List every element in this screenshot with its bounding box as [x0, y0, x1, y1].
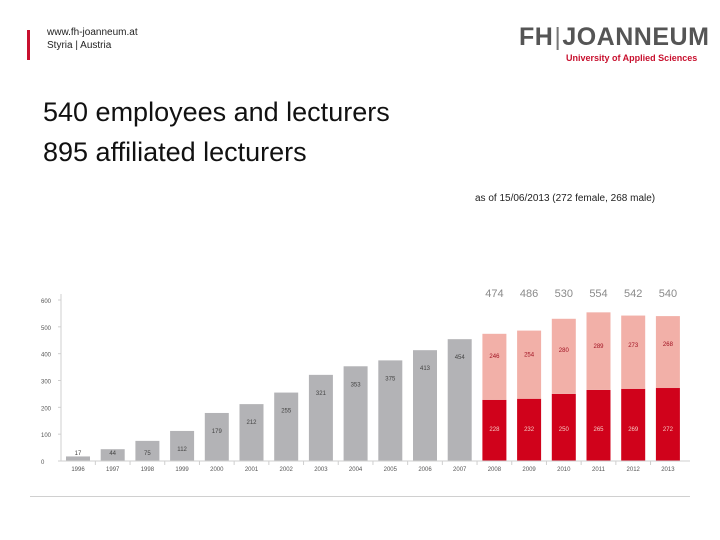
- bar-total: [204, 412, 229, 461]
- bar-total: [378, 360, 403, 461]
- bar-male: [517, 330, 542, 399]
- bar-female-label: 228: [489, 427, 500, 433]
- y-tick-label: 100: [41, 433, 52, 439]
- x-tick-label: 2007: [453, 467, 467, 473]
- bar-female-label: 269: [628, 427, 639, 433]
- bar-female: [586, 389, 611, 461]
- accent-bar: [27, 30, 30, 60]
- x-tick-label: 2003: [314, 467, 328, 473]
- y-tick-label: 500: [41, 326, 52, 332]
- bar-total: [413, 350, 437, 461]
- y-tick-label: 400: [41, 353, 52, 359]
- x-tick-label: 2009: [522, 467, 536, 473]
- x-tick-label: 2008: [488, 467, 502, 473]
- bar-total-label: 474: [485, 288, 503, 300]
- bar-total: [274, 392, 299, 461]
- bar-total-label: 542: [624, 288, 642, 300]
- bar-male: [551, 318, 576, 394]
- logo-tagline: University of Applied Sciences: [566, 53, 698, 63]
- x-tick-label: 2000: [210, 467, 224, 473]
- bar-female: [482, 399, 507, 461]
- x-tick-label: 2001: [245, 467, 259, 473]
- bar-value-label: 44: [109, 451, 116, 457]
- bar-total: [170, 430, 195, 461]
- y-tick-label: 300: [41, 380, 52, 386]
- x-tick-label: 2005: [384, 467, 398, 473]
- bar-total-label: 486: [520, 288, 538, 300]
- bar-female-label: 250: [559, 427, 570, 433]
- x-tick-label: 1998: [141, 467, 155, 473]
- bar-female: [551, 393, 576, 461]
- x-tick-label: 2013: [661, 467, 675, 473]
- x-tick-label: 2004: [349, 467, 363, 473]
- bar-male: [482, 333, 507, 400]
- bar-value-label: 353: [351, 382, 362, 388]
- x-tick-label: 1996: [71, 467, 85, 473]
- bar-value-label: 375: [385, 376, 396, 382]
- y-tick-label: 200: [41, 406, 52, 412]
- bar-total: [100, 449, 125, 461]
- bar-total-label: 554: [589, 288, 607, 300]
- website-url[interactable]: www.fh-joanneum.at: [47, 27, 138, 38]
- bar-male: [621, 315, 646, 389]
- bar-value-label: 255: [281, 409, 292, 415]
- bar-female-label: 265: [593, 427, 604, 433]
- bar-male: [655, 316, 680, 389]
- bar-female: [517, 398, 542, 461]
- x-tick-label: 2006: [418, 467, 432, 473]
- bar-total: [447, 339, 472, 461]
- bar-total: [66, 456, 90, 461]
- bar-male-label: 289: [593, 344, 604, 350]
- date-note: as of 15/06/2013 (272 female, 268 male): [475, 193, 656, 204]
- bar-male: [586, 312, 611, 390]
- bar-value-label: 212: [246, 420, 257, 426]
- y-tick-label: 600: [41, 299, 52, 305]
- x-tick-label: 1997: [106, 467, 120, 473]
- x-tick-label: 2002: [280, 467, 294, 473]
- bar-total-label: 540: [659, 288, 677, 300]
- bar-female-label: 232: [524, 427, 535, 433]
- bar-total: [239, 404, 264, 461]
- x-tick-label: 2012: [627, 467, 641, 473]
- bar-value-label: 112: [177, 447, 187, 453]
- headline-line-1: 540 employees and lecturers: [43, 97, 390, 127]
- bar-total: [308, 374, 333, 461]
- y-tick-label: 0: [41, 460, 45, 466]
- fh-joanneum-logo: FH|JOANNEUM University of Applied Scienc…: [519, 22, 709, 68]
- bar-value-label: 75: [144, 451, 151, 457]
- bar-value-label: 321: [316, 391, 327, 397]
- bar-male-label: 280: [559, 348, 570, 354]
- bar-female: [621, 388, 646, 461]
- bar-value-label: 413: [420, 366, 431, 372]
- x-tick-label: 2010: [557, 467, 571, 473]
- bar-total: [135, 440, 160, 461]
- logo-left: FH: [519, 23, 554, 51]
- location-text: Styria | Austria: [47, 40, 112, 51]
- bar-male-label: 254: [524, 353, 535, 359]
- bar-male-label: 246: [489, 354, 500, 360]
- bar-total-label: 530: [555, 288, 573, 300]
- logo-separator: |: [554, 23, 562, 51]
- bar-male-label: 268: [663, 342, 674, 348]
- bar-total: [343, 366, 368, 461]
- bar-value-label: 179: [212, 429, 223, 435]
- bar-male-label: 273: [628, 343, 639, 349]
- bar-value-label: 17: [75, 451, 82, 457]
- logo-right: JOANNEUM: [562, 23, 710, 51]
- bar-female-label: 272: [663, 427, 674, 433]
- bar-female: [655, 388, 680, 461]
- x-tick-label: 2011: [592, 467, 606, 473]
- x-tick-label: 1999: [175, 467, 189, 473]
- headline-line-2: 895 affiliated lecturers: [43, 137, 307, 167]
- logo-wordmark: FH|JOANNEUM: [519, 22, 709, 52]
- footer-divider: [30, 496, 690, 497]
- bar-value-label: 454: [455, 355, 466, 361]
